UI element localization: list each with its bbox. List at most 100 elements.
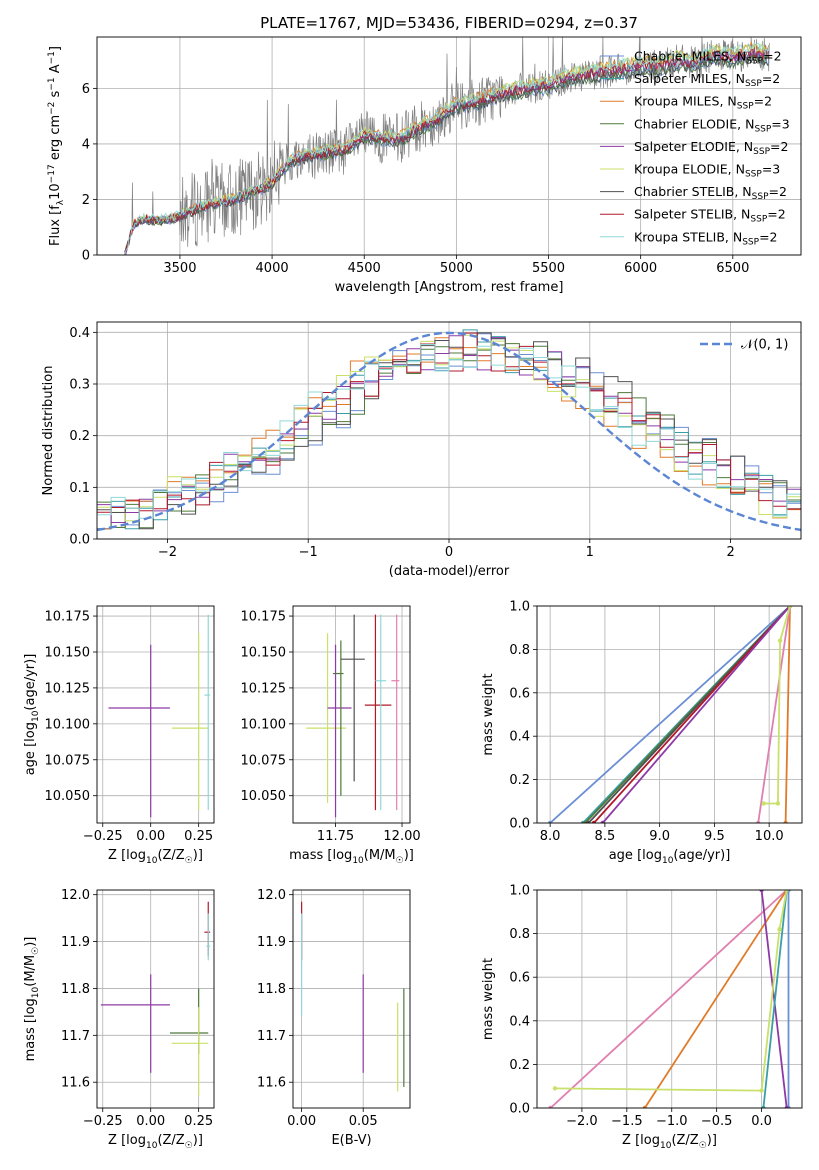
panel-spectrum: 3500 4000 4500 5000 5500 6000 6500 0 2 4 6 waveleng… [47,36,802,295]
x-tick-label: 8.0 [540,829,561,844]
y-tick-label: 11.6 [61,1076,90,1091]
legend-lib: Chabrier STELIB, N [634,184,752,199]
y-tick-label: 12.0 [61,888,90,903]
x-tick-label: 0.25 [184,829,213,844]
y-axis-label-part: Flux [f [48,205,63,246]
legend-n: =2 [759,229,777,244]
y-tick-label: 0.8 [509,927,530,942]
legend-sub: SSP [753,147,770,157]
x-axis-label-part: )] [707,1133,717,1148]
legend-entry: Chabrier ELODIE, NSSP=3 [634,116,790,134]
y-tick-label: 0.6 [509,971,530,986]
y-axis-label: mass weight [481,958,496,1040]
legend-entry: Salpeter STELIB, NSSP=2 [634,207,786,225]
x-tick-label: 0.00 [136,1114,165,1129]
y-tick-label: 0.4 [509,1014,530,1029]
plot-area [100,901,211,1097]
panel-age-vs-mass: 11.75 12.00 10.050 10.075 10.100 10.125 10.150… [241,605,421,866]
legend-lib: Salpeter MILES, N [634,71,745,86]
y-tick-label: 10.075 [45,753,91,768]
x-axis-label-part: )] [404,848,414,863]
grid [97,606,214,823]
y-axis-label: Normed distribution [41,366,56,496]
axes-frame [292,605,411,824]
x-axis-label-part: 10 [146,1141,158,1151]
x-tick-label: 10.0 [755,829,784,844]
y-axis-label: mass [log10(M/M☉)] [23,937,41,1062]
y-tick-label: 11.6 [257,1076,286,1091]
y-tick-label: 0.2 [69,429,90,444]
axes-frame [292,889,411,1109]
y-tick-label: 11.9 [61,935,90,950]
y-tick-label: 0.4 [509,730,530,745]
y-axis-label-part: (M/M [23,955,38,987]
x-axis-label-part: Z [log [108,1133,146,1148]
legend-n: =2 [770,139,788,154]
legend-sub: SSP [752,192,769,202]
axes-frame [536,605,803,824]
plot-area [547,606,793,823]
x-tick-label: 0.25 [184,1114,213,1129]
x-tick-label: 4000 [256,261,289,276]
plot-area [301,901,405,1092]
y-tick-label: 10.075 [241,753,287,768]
y-axis-label-part: λ [56,199,66,205]
y-tick-label: 1.0 [509,884,530,899]
panel-age-vs-z: −0.25 0.00 0.25 10.050 10.075 10.100 10.125 10.… [23,605,215,866]
plot-area [108,614,211,818]
mass-weight-point [548,1105,553,1108]
y-axis-label-part: s [48,90,63,101]
mass-weight-series [549,606,791,823]
mass-weight-series [784,606,791,823]
mass-weight-point [777,638,783,643]
grid [97,322,801,540]
axes-frame [96,321,802,540]
legend-sub: SSP [754,124,771,134]
mass-weight-point [600,820,605,823]
x-axis-label-part: ☉ [185,1141,193,1151]
y-tick-label: 11.8 [257,982,286,997]
y-tick-label: 0.8 [509,643,530,658]
y-axis-label-part: −17 [47,164,57,183]
x-axis-label-part: ☉ [396,856,404,866]
mass-weight-point [777,927,782,932]
x-axis-label-part: (age/yr)] [673,848,730,863]
legend-sub: SSP [746,57,763,67]
y-axis-label-part: 10 [48,183,63,200]
y-axis-label-part: A [48,64,63,77]
mass-weight-series [762,890,788,1108]
y-axis-label-part: mass [log [23,998,38,1061]
y-tick-label: 10.175 [45,610,91,625]
y-tick-label: 11.7 [61,1029,90,1044]
x-tick-label: 6500 [716,261,749,276]
plot-area [548,890,791,1108]
legend-n: =2 [762,71,780,86]
x-tick-label: 0 [445,545,453,560]
legend-sub: SSP [745,170,762,180]
axes-frame [536,889,803,1109]
y-tick-label: 11.9 [257,935,286,950]
x-tick-label: −1.0 [656,1114,688,1129]
legend-lib: Chabrier MILES, N [634,49,746,64]
mass-weight-point [784,890,789,893]
y-tick-label: 0.0 [509,817,530,832]
y-axis-label-part: )] [23,937,38,947]
y-axis-label: mass weight [481,673,496,755]
mass-weight-point [642,1105,647,1108]
x-tick-label: 3500 [163,261,196,276]
legend-lib: Salpeter STELIB, N [634,207,750,222]
x-axis-label-part: )] [193,848,203,863]
grid [293,606,410,823]
mass-weight-point [586,820,591,823]
x-tick-label: 12.00 [383,829,420,844]
histogram-chabrier-stelib [97,332,801,530]
x-tick-label: 5000 [440,261,473,276]
x-tick-label: −0.5 [701,1114,733,1129]
legend-lib: Chabrier ELODIE, N [634,116,754,131]
x-axis-label: E(B-V) [331,1133,371,1148]
mass-weight-series [757,606,791,823]
x-tick-label: 0.0 [751,1114,772,1129]
